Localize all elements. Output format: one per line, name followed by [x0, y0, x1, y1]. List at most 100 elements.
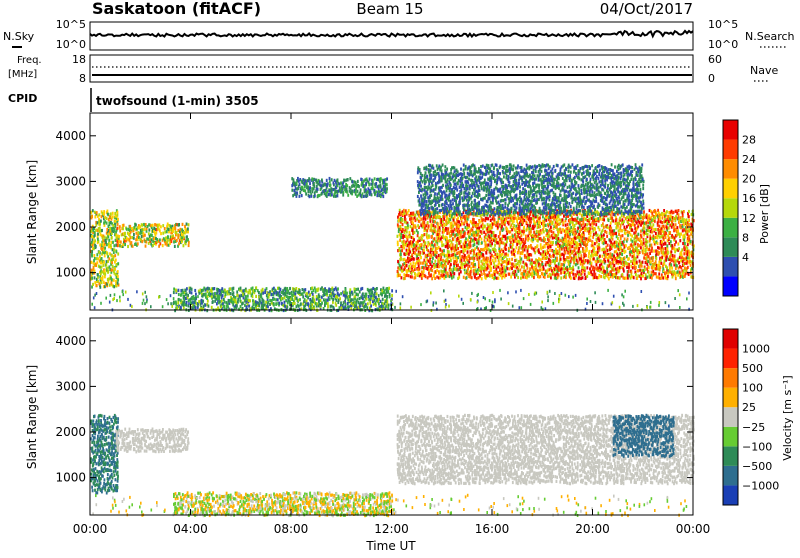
echo-cell — [621, 229, 623, 232]
echo-cell — [113, 279, 115, 282]
echo-cell — [474, 263, 476, 266]
echo-cell — [581, 218, 583, 221]
echo-cell — [565, 224, 567, 227]
echo-cell — [233, 300, 235, 303]
echo-cell — [456, 243, 458, 246]
echo-cell — [586, 223, 588, 226]
echo-cell — [628, 270, 630, 273]
echo-cell — [374, 189, 376, 192]
echo-cell — [487, 274, 489, 277]
echo-cell — [323, 292, 325, 295]
echo-cell — [603, 218, 605, 221]
echo-cell — [440, 258, 442, 261]
echo-cell — [400, 236, 402, 239]
echo-cell — [307, 185, 309, 188]
echo-cell — [648, 248, 650, 251]
echo-cell — [94, 239, 96, 242]
echo-cell — [309, 182, 311, 185]
echo-cell — [588, 272, 590, 275]
echo-cell — [498, 277, 500, 280]
echo-cell — [578, 247, 580, 250]
echo-cell — [584, 273, 586, 276]
echo-cell — [481, 266, 483, 269]
echo-cell — [627, 230, 629, 233]
echo-cell — [599, 246, 601, 249]
echo-cell — [652, 256, 654, 259]
echo-cell — [626, 225, 628, 228]
echo-cell — [495, 259, 497, 262]
echo-cell — [665, 250, 667, 253]
echo-cell — [557, 245, 559, 248]
echo-cell — [656, 212, 658, 215]
echo-cell — [454, 228, 456, 231]
echo-cell — [477, 268, 479, 271]
echo-cell — [498, 261, 500, 264]
echo-cell — [643, 238, 645, 241]
echo-cell — [97, 238, 99, 241]
echo-cell — [350, 188, 352, 191]
echo-cell — [464, 254, 466, 257]
echo-cell — [554, 260, 556, 263]
echo-cell — [447, 227, 449, 230]
echo-cell — [671, 267, 673, 270]
echo-cell — [277, 298, 279, 301]
echo-cell — [269, 303, 271, 306]
echo-cell — [494, 244, 496, 247]
echo-cell — [519, 268, 521, 271]
echo-cell — [450, 259, 452, 262]
echo-cell — [575, 241, 577, 244]
echo-cell — [428, 265, 430, 268]
echo-cell — [285, 299, 287, 302]
echo-cell — [622, 267, 624, 270]
echo-cell — [117, 275, 119, 278]
echo-cell — [490, 262, 492, 265]
echo-cell — [176, 231, 178, 234]
echo-cell — [473, 269, 475, 272]
echo-cell — [594, 273, 596, 276]
echo-cell — [104, 254, 106, 257]
echo-cell — [431, 260, 433, 263]
echo-cell — [421, 247, 423, 250]
echo-cell — [497, 271, 499, 274]
echo-cell — [461, 266, 463, 269]
echo-cell — [107, 270, 109, 273]
echo-cell — [483, 218, 485, 221]
echo-cell — [422, 234, 424, 237]
echo-cell — [186, 301, 188, 304]
echo-cell — [522, 238, 524, 241]
echo-cell — [178, 293, 180, 296]
echo-cell — [105, 263, 107, 266]
echo-cell — [525, 245, 527, 248]
echo-cell — [586, 243, 588, 246]
echo-cell — [247, 295, 249, 298]
echo-cell — [304, 182, 306, 185]
echo-cell — [386, 183, 388, 186]
echo-cell — [569, 233, 571, 236]
echo-cell — [539, 220, 541, 223]
echo-cell — [589, 250, 591, 253]
echo-cell — [415, 248, 417, 251]
echo-cell — [244, 304, 246, 307]
echo-cell — [402, 234, 404, 237]
echo-cell — [664, 227, 666, 230]
echo-cell — [569, 272, 571, 275]
echo-cell — [375, 190, 377, 193]
echo-cell — [464, 232, 466, 235]
echo-cell — [530, 253, 532, 256]
echo-cell — [550, 276, 552, 279]
echo-cell — [327, 305, 329, 308]
echo-cell — [313, 182, 315, 185]
echo-cell — [406, 264, 408, 267]
echo-cell — [91, 253, 93, 256]
echo-cell — [562, 228, 564, 231]
echo-cell — [561, 267, 563, 270]
echo-cell — [660, 277, 662, 280]
echo-cell — [208, 287, 210, 290]
echo-cell — [386, 187, 388, 190]
beam-title: Beam 15 — [356, 0, 423, 18]
echo-cell — [562, 218, 564, 221]
echo-cell — [386, 190, 388, 193]
echo-cell — [523, 266, 525, 269]
echo-cell — [505, 217, 507, 220]
echo-cell — [269, 290, 271, 293]
